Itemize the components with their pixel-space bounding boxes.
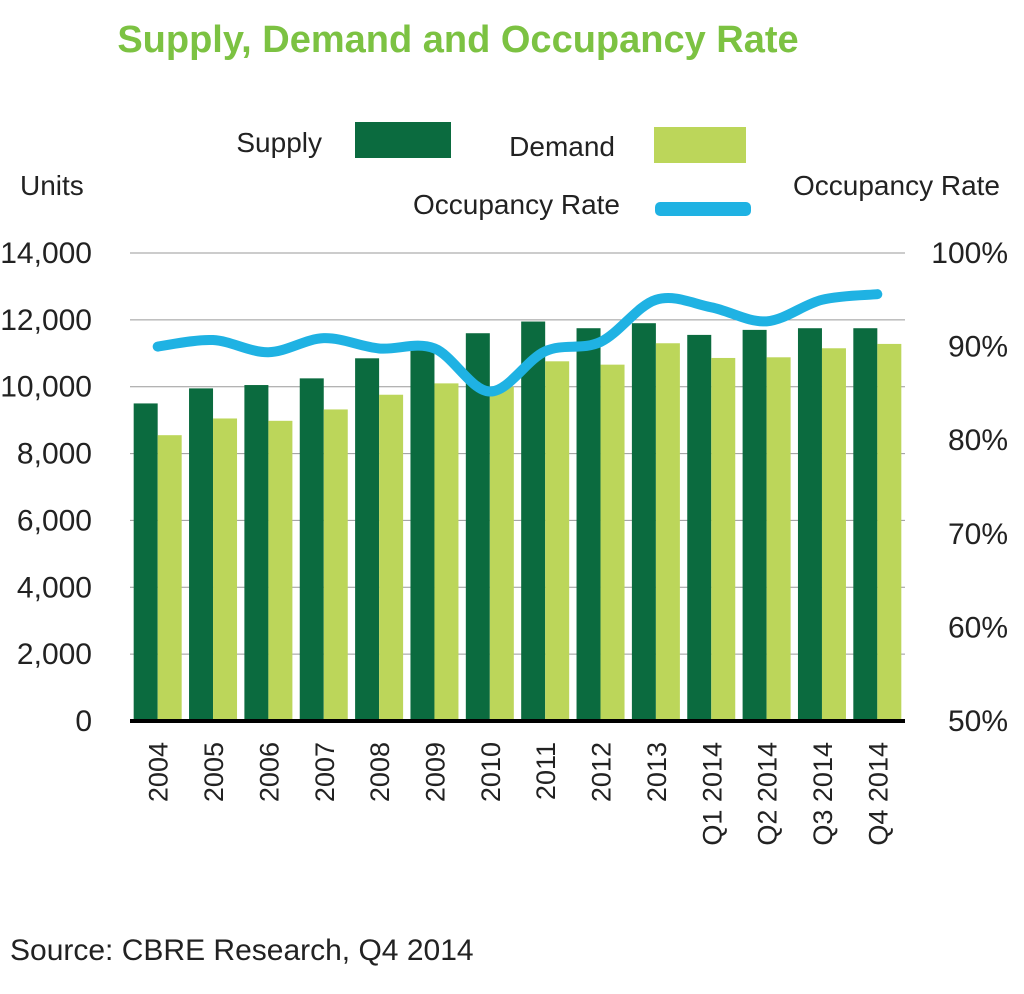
demand-bar (379, 394, 404, 721)
y-tick-label: 8,000 (17, 438, 92, 471)
occupancy-line-layer (152, 289, 883, 397)
demand-bar (766, 357, 791, 721)
supply-bar (133, 403, 158, 721)
legend-supply-label: Supply (236, 127, 322, 158)
supply-bar (244, 385, 269, 721)
supply-bar (631, 323, 656, 721)
supply-bar (355, 358, 380, 721)
demand-bar (821, 348, 846, 721)
y-tick-label: 14,000 (0, 237, 92, 270)
axes: 0 2,000 4,000 6,000 8,000 10,000 12,000 14,000 5… (0, 237, 1008, 846)
demand-bar (434, 383, 459, 721)
x-tick-label: 2008 (365, 742, 395, 802)
y-tick-label: 0 (75, 705, 92, 738)
supply-bar (797, 328, 822, 721)
y2-tick-label: 90% (948, 331, 1008, 364)
legend-demand-swatch (654, 127, 746, 163)
y-tick-label: 6,000 (17, 504, 92, 537)
demand-bar (545, 361, 570, 721)
supply-bar (410, 348, 435, 721)
legend-supply-swatch (355, 122, 451, 158)
x-tick-label: 2012 (587, 742, 617, 802)
x-tick-label: Q4 2014 (863, 742, 893, 846)
demand-bar (489, 386, 514, 721)
x-tick-label: Q3 2014 (808, 742, 838, 846)
demand-bar (323, 409, 348, 721)
y2-axis-label: Occupancy Rate (793, 170, 1000, 201)
demand-bar (711, 357, 736, 721)
x-tick-label: Q1 2014 (697, 742, 727, 846)
supply-bar (299, 378, 324, 721)
y-tick-label: 10,000 (0, 371, 92, 404)
x-tick-label: 2013 (642, 742, 672, 802)
x-tick-label: 2005 (199, 742, 229, 802)
supply-bar (742, 329, 767, 721)
y2-tick-label: 60% (948, 611, 1008, 644)
y2-tick-label: 50% (948, 705, 1008, 738)
supply-bar (687, 334, 712, 721)
y2-tick-label: 100% (931, 237, 1008, 270)
y-tick-label: 4,000 (17, 571, 92, 604)
supply-bar (521, 321, 546, 721)
demand-bar (213, 418, 238, 721)
legend-occupancy-swatch (655, 202, 751, 216)
source-note: Source: CBRE Research, Q4 2014 (10, 934, 474, 967)
x-tick-label: 2009 (420, 742, 450, 802)
x-tick-label: 2010 (476, 742, 506, 802)
occupancy-rate-line (152, 289, 883, 397)
x-tick-label: Q2 2014 (753, 742, 783, 846)
demand-bar (600, 364, 625, 721)
legend: Supply Demand Occupancy Rate (236, 122, 751, 220)
demand-bar (877, 343, 902, 721)
legend-occupancy-label: Occupancy Rate (413, 189, 620, 220)
y-axis-label: Units (20, 170, 84, 201)
demand-bar (655, 343, 680, 721)
bars (133, 321, 902, 721)
x-tick-label: 2006 (254, 742, 284, 802)
y-tick-label: 12,000 (0, 304, 92, 337)
supply-bar (576, 328, 601, 721)
demand-bar (157, 435, 182, 721)
y-tick-label: 2,000 (17, 638, 92, 671)
demand-bar (268, 420, 293, 721)
chart-title: Supply, Demand and Occupancy Rate (117, 19, 798, 61)
supply-bar (853, 328, 878, 721)
supply-bar (465, 333, 490, 721)
y2-tick-label: 80% (948, 424, 1008, 457)
x-tick-label: 2007 (310, 742, 340, 802)
x-tick-label: 2004 (144, 742, 174, 802)
supply-bar (189, 388, 214, 721)
legend-demand-label: Demand (509, 131, 615, 162)
x-tick-label: 2011 (531, 742, 561, 800)
y2-tick-label: 70% (948, 518, 1008, 551)
